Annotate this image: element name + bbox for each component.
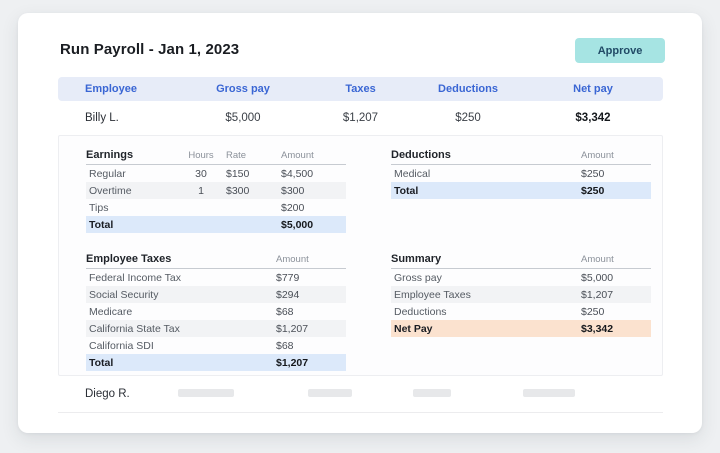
net-pay-value: $3,342 (575, 112, 611, 124)
total-label: Total (89, 218, 114, 231)
payroll-card: Run Payroll - Jan 1, 2023 Approve Employ… (18, 13, 702, 433)
summary-net-pay-row: Net Pay $3,342 (391, 320, 651, 337)
total-amount: $250 (581, 184, 605, 197)
earnings-table: Earnings Hours Rate Amount Regular 30 $1… (86, 148, 346, 233)
deductions-placeholder (413, 388, 523, 400)
earnings-col-hours: Hours (188, 150, 214, 161)
deductions-value: $250 (455, 112, 481, 124)
tax-row-social-security: Social Security $294 (86, 286, 346, 303)
approve-button[interactable]: Approve (575, 38, 665, 63)
summary-header: Summary Amount (391, 252, 651, 269)
net-pay-label: Net Pay (394, 322, 433, 335)
row-rate: $150 (226, 167, 250, 180)
gross-pay-value: $5,000 (225, 112, 261, 124)
employee-detail-panel: Earnings Hours Rate Amount Regular 30 $1… (58, 135, 663, 376)
employee-taxes-title: Employee Taxes (86, 253, 172, 265)
net-pay-placeholder (523, 388, 663, 400)
row-label: Regular (89, 167, 126, 180)
row-label: Medical (394, 167, 431, 180)
col-header-taxes[interactable]: Taxes (345, 83, 376, 95)
row-label: Medicare (89, 305, 133, 318)
deductions-row-medical: Medical $250 (391, 165, 651, 182)
row-label: Overtime (89, 184, 132, 197)
row-rate: $300 (226, 184, 250, 197)
summary-title: Summary (391, 253, 442, 265)
summary-row-gross-pay: Gross pay $5,000 (391, 269, 651, 286)
row-label: Employee Taxes (394, 288, 471, 301)
earnings-col-rate: Rate (226, 150, 247, 161)
deductions-col-amount: Amount (581, 150, 614, 161)
net-pay-amount: $3,342 (581, 322, 614, 335)
earnings-total-row: Total $5,000 (86, 216, 346, 233)
skeleton-bar (178, 389, 234, 397)
row-amount: $300 (281, 184, 305, 197)
earnings-title: Earnings (86, 149, 134, 161)
row-amount: $4,500 (281, 167, 314, 180)
deductions-table: Deductions Amount Medical $250 Total $25… (391, 148, 651, 199)
total-amount: $5,000 (281, 218, 314, 231)
earnings-row-overtime: Overtime 1 $300 $300 (86, 182, 346, 199)
row-amount: $294 (276, 288, 300, 301)
total-label: Total (394, 184, 419, 197)
row-label: California State Tax (89, 322, 180, 335)
row-hours: 1 (198, 184, 204, 197)
employee-taxes-col-amount: Amount (276, 254, 309, 265)
col-header-net-pay[interactable]: Net pay (573, 83, 613, 95)
deductions-title: Deductions (391, 149, 451, 161)
tax-row-medicare: Medicare $68 (86, 303, 346, 320)
employee-name: Billy L. (85, 112, 119, 124)
total-amount: $1,207 (276, 356, 309, 369)
row-label: Gross pay (394, 271, 442, 284)
employee-taxes-table: Employee Taxes Amount Federal Income Tax… (86, 252, 346, 371)
summary-row-employee-taxes: Employee Taxes $1,207 (391, 286, 651, 303)
col-header-gross-pay[interactable]: Gross pay (216, 83, 270, 95)
tax-row-ca-state: California State Tax $1,207 (86, 320, 346, 337)
summary-row-deductions: Deductions $250 (391, 303, 651, 320)
page-title: Run Payroll - Jan 1, 2023 (60, 41, 240, 58)
row-amount: $779 (276, 271, 300, 284)
tax-row-federal: Federal Income Tax $779 (86, 269, 346, 286)
row-amount: $5,000 (581, 271, 614, 284)
row-amount: $1,207 (581, 288, 614, 301)
employee-taxes-total-row: Total $1,207 (86, 354, 346, 371)
total-label: Total (89, 356, 114, 369)
summary-col-amount: Amount (581, 254, 614, 265)
table-header-row: Employee Gross pay Taxes Deductions Net … (58, 77, 663, 101)
row-label: Tips (89, 201, 109, 214)
deductions-total-row: Total $250 (391, 182, 651, 199)
row-amount: $250 (581, 305, 605, 318)
employee-name: Diego R. (85, 388, 130, 400)
col-header-deductions[interactable]: Deductions (438, 83, 498, 95)
skeleton-bar (308, 389, 352, 397)
row-label: Federal Income Tax (89, 271, 182, 284)
row-label: Deductions (394, 305, 447, 318)
row-hours: 30 (195, 167, 207, 180)
row-label: Social Security (89, 288, 159, 301)
summary-table: Summary Amount Gross pay $5,000 Employee… (391, 252, 651, 337)
row-label: California SDI (89, 339, 154, 352)
deductions-header: Deductions Amount (391, 148, 651, 165)
earnings-col-amount: Amount (281, 150, 314, 161)
table-row-billy[interactable]: Billy L. $5,000 $1,207 $250 $3,342 (58, 101, 663, 135)
table-row-diego[interactable]: Diego R. (58, 376, 663, 413)
row-amount: $1,207 (276, 322, 309, 335)
row-amount: $68 (276, 305, 294, 318)
skeleton-bar (413, 389, 451, 397)
earnings-row-tips: Tips $200 (86, 199, 346, 216)
employee-taxes-header: Employee Taxes Amount (86, 252, 346, 269)
row-amount: $200 (281, 201, 305, 214)
col-header-employee[interactable]: Employee (85, 83, 137, 95)
earnings-row-regular: Regular 30 $150 $4,500 (86, 165, 346, 182)
row-amount: $68 (276, 339, 294, 352)
earnings-header: Earnings Hours Rate Amount (86, 148, 346, 165)
taxes-value: $1,207 (342, 112, 379, 124)
skeleton-bar (523, 389, 575, 397)
taxes-placeholder (308, 388, 413, 400)
payroll-table: Employee Gross pay Taxes Deductions Net … (58, 77, 663, 135)
tax-row-ca-sdi: California SDI $68 (86, 337, 346, 354)
gross-pay-placeholder (178, 388, 308, 400)
row-amount: $250 (581, 167, 605, 180)
